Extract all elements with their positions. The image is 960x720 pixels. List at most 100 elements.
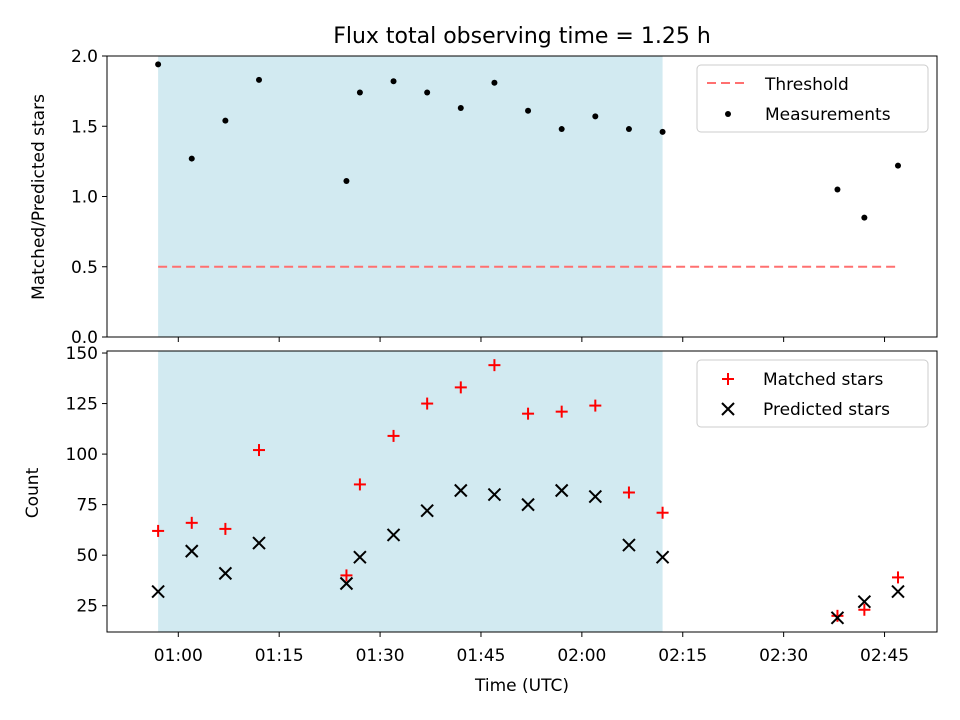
predicted-star-point [521, 497, 535, 512]
plot-frame [106, 55, 938, 338]
measurement-point [894, 162, 901, 169]
matched-star-point [219, 522, 232, 535]
measurement-point [356, 89, 363, 96]
y-tick-label: 1.5 [71, 117, 98, 137]
count-panel: 25 50 75 100 125 150 01:00 01:15 01:30 01:45 02:0… [23, 344, 938, 696]
legend-label: Threshold [764, 75, 849, 95]
y-tick-label: 25 [76, 597, 98, 617]
predicted-star-point [185, 544, 199, 558]
predicted-star-point [655, 550, 670, 564]
legend-measurement-swatch [725, 111, 731, 117]
legend-box [696, 64, 929, 133]
measurement-point [558, 126, 565, 133]
x-tick-label: 01:15 [255, 646, 304, 666]
y-tick-label: 1.0 [71, 188, 98, 208]
y-tick-label: 50 [76, 546, 98, 566]
y-tick-label: 2.0 [71, 47, 98, 67]
x-axis-ticks [177, 337, 886, 342]
predicted-star-point [252, 536, 266, 550]
predicted-star-point [339, 576, 354, 591]
measurement-point [457, 104, 464, 111]
predicted-star-point [353, 550, 367, 564]
legend-matched-swatch [722, 373, 734, 385]
matched-star-point [253, 444, 266, 457]
matched-star-point [185, 516, 198, 529]
y-axis-label: Matched/Predicted stars [29, 94, 49, 300]
x-tick-label: 02:00 [557, 646, 606, 666]
measurement-point [834, 186, 841, 193]
predicted-star-point [487, 487, 502, 502]
matched-star-point [454, 381, 467, 394]
measurement-point [188, 155, 195, 162]
predicted-star-point [151, 584, 165, 599]
measurement-points [155, 61, 901, 221]
ratio-panel: 0.00.51.01.52.0 Matched/Predicted stars … [29, 47, 938, 348]
x-tick-label: 01:00 [154, 646, 203, 666]
measurement-point [155, 61, 162, 68]
measurement-point [861, 214, 868, 221]
matched-star-point [522, 407, 535, 420]
matched-star-point [353, 478, 366, 491]
predicted-star-point [386, 528, 401, 542]
measurement-point [222, 117, 229, 124]
predicted-star-point [218, 566, 233, 581]
x-tick-label: 01:45 [456, 646, 505, 666]
measurement-point [592, 113, 599, 120]
count-points [151, 359, 905, 625]
legend-label: Measurements [765, 105, 891, 125]
y-tick-label: 150 [66, 344, 98, 364]
matched-star-point [555, 405, 568, 418]
measurement-point [525, 107, 532, 114]
y-tick-label: 0.0 [71, 328, 98, 348]
y-axis-ticks: 0.0 0.5 1.0 1.5 2.0 [71, 47, 107, 348]
y-tick-label: 75 [76, 496, 98, 516]
predicted-star-point [588, 489, 603, 504]
legend-predicted-swatch [721, 402, 735, 416]
legend-label: Predicted stars [763, 400, 890, 420]
matched-star-point [891, 571, 904, 584]
matched-star-point [340, 569, 353, 582]
y-tick-label: 100 [66, 445, 98, 465]
matched-star-point [831, 609, 844, 622]
matched-star-point [589, 399, 602, 412]
legend: Threshold Measurements [696, 64, 929, 133]
matched-star-point [387, 429, 400, 442]
measurement-point [256, 76, 263, 83]
measurement-point [491, 79, 498, 86]
matched-star-point [622, 486, 635, 499]
y-tick-label: 125 [66, 395, 98, 415]
y-axis-ticks: 25 50 75 100 125 150 [66, 344, 107, 617]
y-tick-label: 0.5 [71, 258, 98, 278]
observing-span [158, 351, 663, 632]
x-axis-label: Time (UTC) [474, 676, 569, 696]
legend-label: Matched stars [763, 370, 883, 390]
x-tick-label: 02:30 [759, 646, 808, 666]
y-axis-label: Count [23, 467, 43, 518]
plot-frame [106, 350, 938, 633]
predicted-star-point [554, 483, 569, 498]
measurement-point [659, 128, 666, 135]
matched-star-point [421, 397, 434, 410]
predicted-star-point [857, 594, 872, 609]
predicted-star-point [420, 503, 434, 518]
x-axis-ticks: 01:00 01:15 01:30 01:45 02:00 02:15 02:30 02:45 [154, 632, 909, 666]
x-tick-label: 02:45 [860, 646, 909, 666]
predicted-star-point [454, 483, 468, 498]
observing-span [158, 56, 663, 337]
predicted-star-point [891, 584, 905, 599]
x-tick-label: 01:30 [356, 646, 405, 666]
matched-star-point [858, 603, 871, 616]
measurement-point [424, 89, 431, 96]
chart-title: Flux total observing time = 1.25 h [333, 24, 711, 49]
legend: Matched stars Predicted stars [696, 359, 929, 428]
matched-star-point [488, 359, 501, 372]
legend-box [696, 359, 929, 428]
predicted-star-point [830, 611, 845, 625]
matched-star-point [152, 524, 165, 537]
measurement-point [390, 78, 397, 85]
x-tick-label: 02:15 [658, 646, 707, 666]
measurement-point [343, 178, 350, 185]
measurement-point [625, 126, 632, 133]
matched-star-point [656, 506, 669, 519]
